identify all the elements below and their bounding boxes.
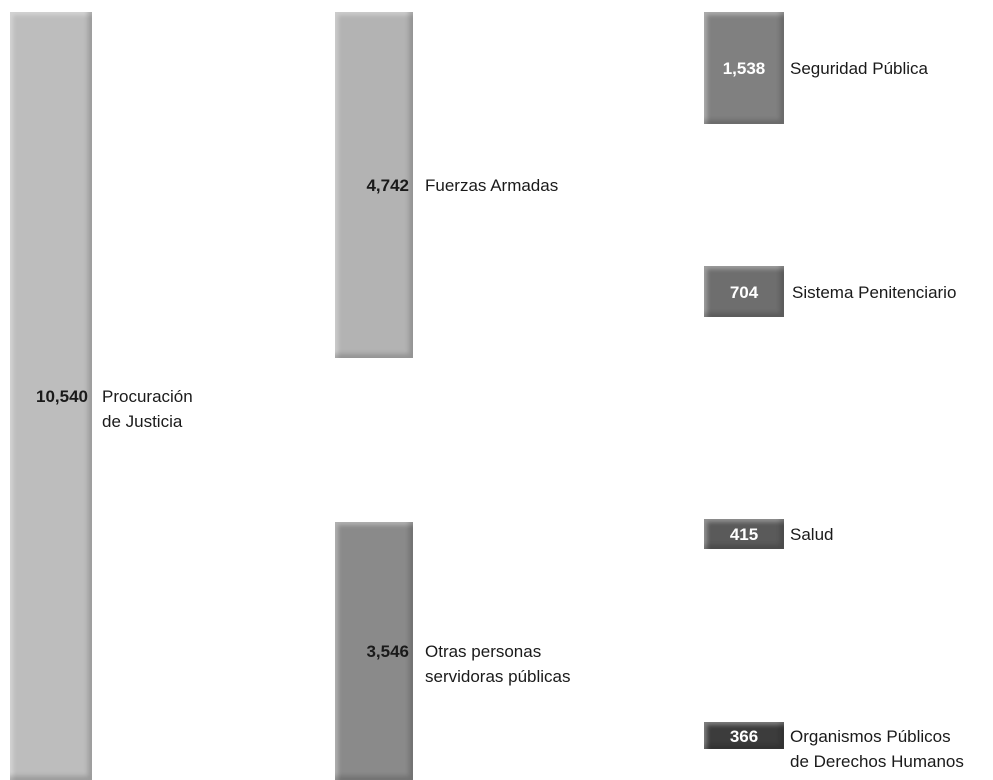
data-label-7: 366 xyxy=(729,727,759,746)
bar-3 xyxy=(335,522,413,780)
data-label-1: 10,540 xyxy=(36,387,88,406)
category-label-4: Seguridad Pública xyxy=(790,59,928,78)
data-label-4: 1,538 xyxy=(722,59,766,78)
data-label-2: 4,742 xyxy=(366,176,409,195)
data-label-5: 704 xyxy=(729,283,759,302)
category-label-5: Sistema Penitenciario xyxy=(792,283,957,302)
bar-7 xyxy=(704,722,784,749)
category-label-2: Fuerzas Armadas xyxy=(425,176,559,195)
data-label-6: 415 xyxy=(729,525,759,544)
bar-6 xyxy=(704,519,784,549)
data-label-3: 3,546 xyxy=(366,642,409,661)
bar-1 xyxy=(10,12,92,780)
category-label-3: Otras personas servidoras públicas xyxy=(425,642,571,686)
bar-2 xyxy=(335,12,413,358)
category-label-6: Salud xyxy=(790,525,834,544)
category-label-7: Organismos Públicos de Derechos Humanos xyxy=(790,727,964,771)
bar-5 xyxy=(704,266,784,317)
category-label-1: Procuración de Justicia xyxy=(102,387,193,431)
bar-4 xyxy=(704,12,784,124)
